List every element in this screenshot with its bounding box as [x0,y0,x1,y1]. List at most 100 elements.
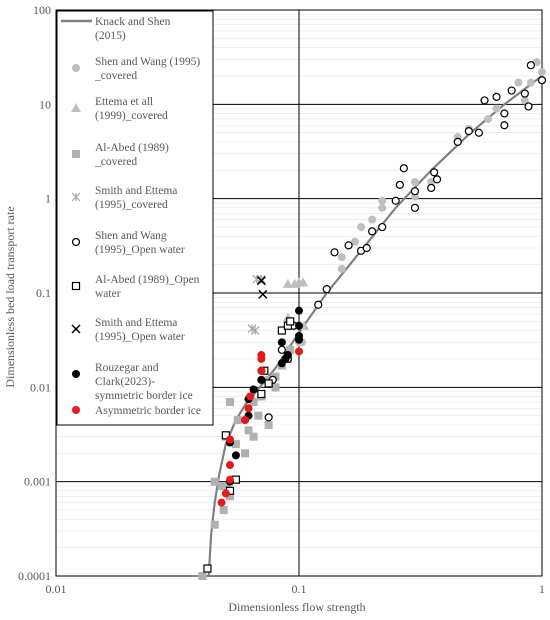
data-point [432,175,442,184]
legend-marker [71,324,81,334]
data-point [286,317,295,326]
data-point [210,477,219,486]
data-point [221,431,230,440]
series-5 [264,61,547,422]
y-axis-label: Dimensionless bed load transport rate [3,206,17,387]
x-tick-label: 1 [539,582,545,596]
x-tick-label: 0.01 [46,582,67,596]
legend-label: Shen and Wang [95,230,167,242]
legend-label: (1999)_covered [95,110,168,122]
series-7 [256,276,268,299]
data-point [203,564,212,573]
series-6 [203,317,295,573]
legend-entries: Knack and Shen (2015) Shen and Wang (1995)… [61,16,201,417]
legend-item: Shen and Wang (1995)_Open water [71,230,185,256]
data-point [264,420,273,429]
data-point [368,227,377,236]
data-point [256,276,266,286]
data-point [258,289,268,299]
plot-frame [55,9,543,577]
data-point [210,520,219,529]
y-tick-label: 0.001 [24,475,51,489]
data-point [322,284,331,294]
legend-item: Ettema et all (1999)_covered [71,96,168,122]
legend-item: Smith and Ettema (1995)_covered [71,185,177,211]
legend-marker [72,64,80,72]
data-point [250,326,260,335]
legend-item: Al-Abed (1989) _covered [72,142,169,168]
data-point [225,492,234,501]
data-point [264,379,273,388]
data-point [225,435,234,444]
data-point [330,248,339,257]
data-point [362,243,371,253]
data-point [225,461,234,470]
data-point [198,572,207,580]
data-point [295,306,303,315]
legend-marker [72,370,80,378]
data-point [314,300,323,309]
data-point [520,89,529,98]
data-point [410,187,420,196]
legend-marker [71,103,81,112]
data-point [225,475,234,484]
data-point [246,392,255,401]
data-point [277,345,286,354]
data-point [244,404,253,413]
legend-label: _covered [94,70,137,82]
legend-label: Smith and Ettema [95,185,177,197]
data-point [492,104,501,113]
legend-label: (1995)_covered [95,199,168,211]
data-point [217,481,226,490]
legend-label: water [95,288,121,300]
y-tick-label: 0.01 [30,380,51,394]
data-point [221,481,230,490]
data-point [474,128,484,137]
data-point [233,416,242,425]
data-point [249,385,258,394]
legend [56,10,214,426]
legend-item: Rouzegar and Clark(2023)- symmetric border… [72,362,193,402]
data-point [492,92,501,101]
data-point [257,366,266,375]
series-4 [247,274,266,335]
data-point [453,137,462,146]
data-point [286,345,295,354]
data-point [410,203,420,212]
data-point [295,321,303,330]
data-point [277,326,286,335]
data-point [410,178,419,187]
legend-marker [72,406,80,414]
legend-item: Shen and Wang (1995) _covered [72,56,200,82]
data-point [249,397,258,406]
legend-label: Asymmetric border ice [95,405,201,417]
data-point [368,215,377,224]
legend-marker [71,281,81,291]
data-point [537,76,547,85]
data-point [507,86,516,95]
data-point [395,180,404,189]
legend-label: Ettema et all [95,96,153,108]
data-point [271,383,280,392]
data-point [500,109,509,118]
data-point [271,372,280,381]
data-point [538,68,546,77]
data-point [480,96,489,105]
points-layer [198,58,547,580]
legend-label: Clark(2023)- [95,376,155,388]
data-point [337,264,346,273]
data-point [257,351,266,360]
legend-marker [71,192,81,202]
data-point [378,203,387,212]
data-point [295,347,303,356]
legend-marker [71,237,81,247]
data-point [221,489,230,498]
data-point [249,432,258,441]
y-tick-label: 100 [33,3,51,17]
legend-item: Asymmetric border ice [72,405,201,417]
y-tick-label: 1 [45,192,51,206]
data-point [520,96,529,105]
x-axis-label: Dimensionless flow strength [228,600,365,614]
data-point [256,274,266,284]
